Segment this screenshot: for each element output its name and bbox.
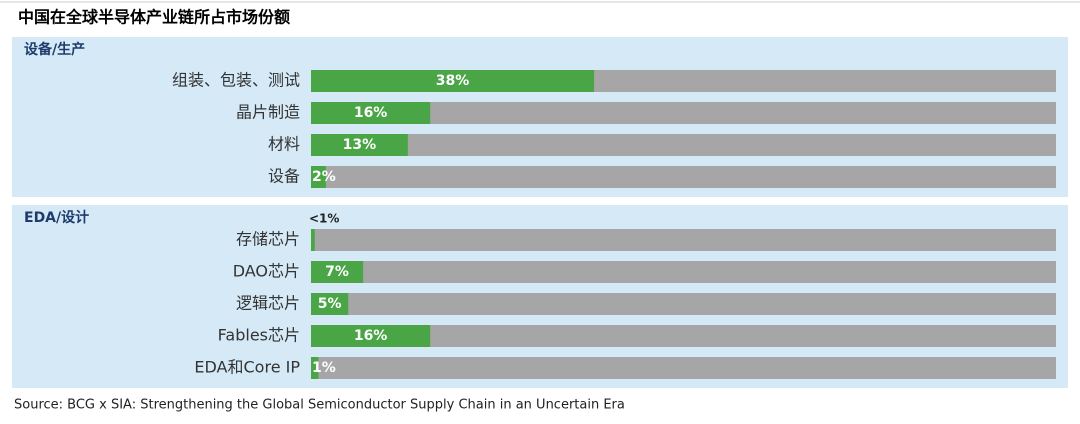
bar-track bbox=[311, 325, 1056, 347]
bar bbox=[311, 134, 408, 156]
bar bbox=[311, 293, 349, 315]
bar bbox=[311, 325, 431, 347]
bar bbox=[311, 357, 319, 379]
category-label: Fables芯片 bbox=[218, 326, 300, 345]
bar-track bbox=[311, 166, 1056, 188]
value-label: 1% bbox=[312, 360, 336, 376]
value-label: 16% bbox=[354, 105, 388, 121]
category-label: 晶片制造 bbox=[236, 103, 300, 122]
category-label: DAO芯片 bbox=[233, 262, 300, 281]
chart-title: 中国在全球半导体产业链所占市场份额 bbox=[18, 8, 290, 27]
value-label: 2% bbox=[312, 169, 336, 185]
category-label: 材料 bbox=[268, 135, 300, 154]
value-label: 38% bbox=[436, 73, 470, 89]
bar-track bbox=[311, 357, 1056, 379]
bar-track bbox=[311, 229, 1056, 251]
bar bbox=[311, 261, 364, 283]
category-label: 逻辑芯片 bbox=[236, 294, 300, 313]
value-label: 5% bbox=[318, 296, 342, 312]
bar bbox=[311, 166, 326, 188]
bar bbox=[311, 102, 431, 124]
category-label: 组装、包装、测试 bbox=[172, 71, 300, 90]
category-label: 设备 bbox=[268, 167, 300, 186]
bar-track bbox=[311, 293, 1056, 315]
value-label: 16% bbox=[354, 328, 388, 344]
bar-track bbox=[311, 134, 1056, 156]
panel-title: EDA/设计 bbox=[24, 209, 89, 226]
panel-title: 设备/生产 bbox=[24, 41, 85, 58]
bar-track bbox=[311, 261, 1056, 283]
bar-track bbox=[311, 102, 1056, 124]
category-label: 存储芯片 bbox=[236, 230, 300, 249]
value-label: 7% bbox=[325, 264, 349, 280]
source: Source: BCG x SIA: Strengthening the Glo… bbox=[14, 398, 625, 413]
bar bbox=[311, 70, 595, 92]
value-label: 13% bbox=[343, 137, 377, 153]
value-label: <1% bbox=[309, 212, 339, 226]
category-label: EDA和Core IP bbox=[194, 358, 300, 377]
bar bbox=[311, 229, 315, 251]
